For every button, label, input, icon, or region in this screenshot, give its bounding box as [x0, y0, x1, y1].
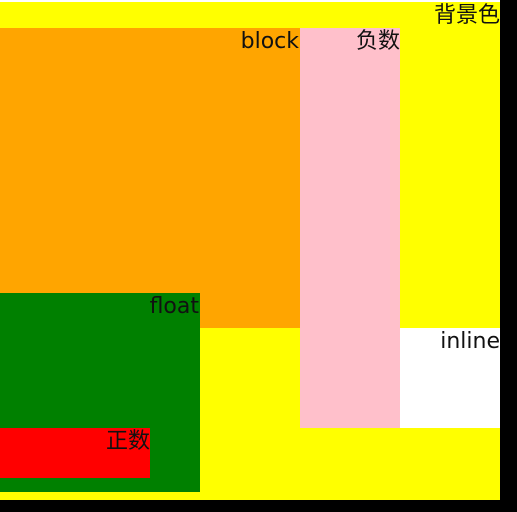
negative-label: 负数 [355, 29, 400, 54]
background-label: 背景色 [433, 3, 500, 28]
block-label: block [240, 29, 299, 54]
float-label: float [149, 294, 199, 319]
block-box [0, 28, 300, 328]
background-bottom-strip [0, 492, 500, 500]
negative-z-index-box [300, 28, 400, 428]
positive-label: 正数 [105, 429, 150, 454]
inline-label: inline [440, 329, 500, 354]
inline-box [400, 328, 500, 428]
positive-z-index-box [0, 428, 150, 478]
top-edge-line [0, 0, 500, 2]
